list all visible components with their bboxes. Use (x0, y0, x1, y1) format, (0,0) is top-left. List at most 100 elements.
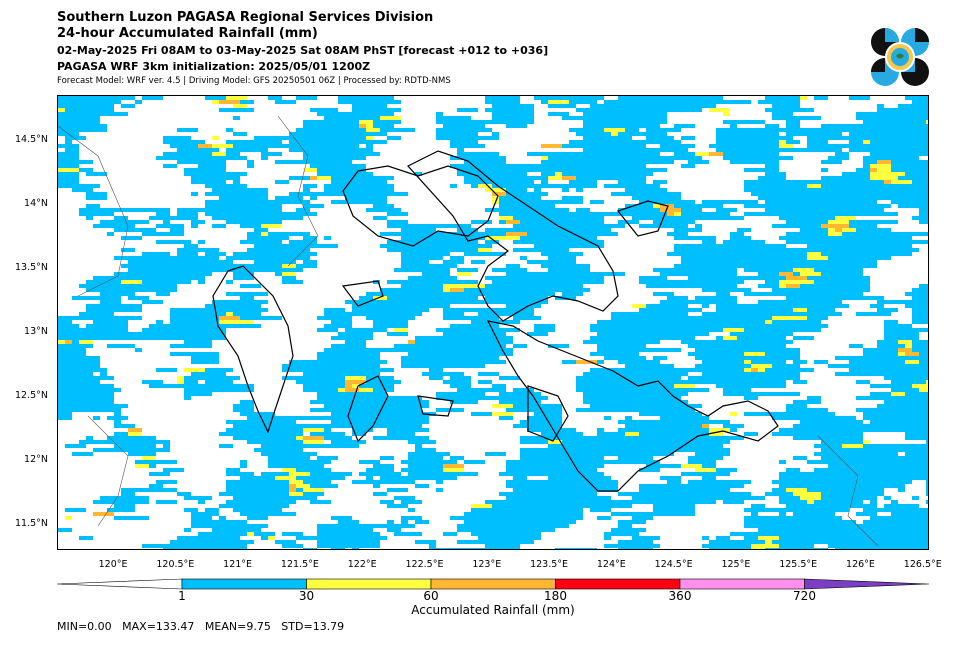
rainfall-cell (359, 112, 373, 116)
rainfall-cell (205, 260, 219, 264)
rainfall-cell (702, 244, 709, 248)
rainfall-cell (114, 316, 121, 320)
rainfall-cell (114, 296, 121, 300)
rainfall-cell (835, 196, 856, 200)
rainfall-cell (310, 432, 324, 436)
rainfall-cell (800, 476, 807, 480)
rainfall-cell (135, 440, 156, 444)
rainfall-cell (877, 424, 884, 428)
rainfall-cell (779, 460, 786, 464)
rainfall-cell (338, 424, 345, 428)
rainfall-cell (849, 256, 870, 260)
rainfall-cell (681, 108, 702, 112)
rainfall-cell (758, 528, 779, 532)
rainfall-cell (534, 488, 541, 492)
rainfall-cell (758, 192, 779, 196)
rainfall-cell (653, 448, 674, 452)
rainfall-cell (702, 456, 723, 460)
rainfall-cell (233, 548, 247, 549)
rainfall-cell (163, 332, 184, 336)
rainfall-cell (744, 536, 758, 540)
rainfall-cell (807, 296, 821, 300)
rainfall-cell (163, 500, 170, 504)
rainfall-cell (86, 192, 107, 196)
rainfall-cell (814, 360, 828, 364)
rainfall-cell (744, 336, 751, 340)
rainfall-cell (737, 340, 758, 344)
rainfall-cell (681, 204, 702, 208)
rainfall-cell (814, 512, 828, 516)
rainfall-cell (597, 384, 618, 388)
rainfall-cell (275, 496, 296, 500)
rainfall-cell (828, 248, 842, 252)
rainfall-cell (142, 336, 156, 340)
rainfall-cell (212, 388, 219, 392)
rainfall-cell (380, 412, 387, 416)
rainfall-cell (401, 316, 415, 320)
rainfall-cell (79, 440, 100, 444)
rainfall-cell (359, 460, 380, 464)
rainfall-cell (562, 232, 583, 236)
rainfall-cell (499, 292, 520, 296)
rainfall-cell (877, 416, 884, 420)
rainfall-cell (303, 496, 317, 500)
rainfall-cell (492, 540, 506, 544)
rainfall-cell (849, 192, 856, 196)
rainfall-cell (198, 268, 212, 272)
rainfall-cell (793, 548, 814, 549)
rainfall-cell (786, 504, 807, 508)
rainfall-cell (898, 204, 912, 208)
rainfall-cell (618, 344, 632, 348)
rainfall-cell (821, 460, 828, 464)
rainfall-cell (814, 136, 835, 140)
rainfall-cell (352, 428, 373, 432)
rainfall-cell (527, 180, 534, 184)
rainfall-cell (268, 216, 282, 220)
rainfall-cell (226, 312, 233, 316)
rainfall-cell (527, 408, 541, 412)
rainfall-cell (198, 328, 212, 332)
rainfall-cell (156, 284, 177, 288)
rainfall-cell (492, 164, 506, 168)
rainfall-cell (93, 208, 107, 212)
rainfall-cell (863, 460, 884, 464)
rainfall-cell (744, 388, 751, 392)
rainfall-cell (163, 136, 177, 140)
rainfall-cell (233, 196, 254, 200)
rainfall-cell (912, 288, 928, 292)
rainfall-cell (709, 420, 730, 424)
rainfall-cell (79, 372, 93, 376)
rainfall-cell (226, 428, 233, 432)
rainfall-cell (681, 332, 688, 336)
rainfall-cell (604, 112, 611, 116)
rainfall-cell (905, 108, 912, 112)
rainfall-cell (877, 544, 884, 548)
rainfall-cell (737, 336, 744, 340)
rainfall-cell (807, 236, 828, 240)
rainfall-cell (415, 408, 422, 412)
rainfall-cell (191, 316, 198, 320)
rainfall-cell (373, 468, 380, 472)
rainfall-cell (898, 412, 912, 416)
rainfall-cell (436, 120, 457, 124)
rainfall-cell (758, 168, 779, 172)
rainfall-cell (569, 100, 576, 104)
rainfall-cell (660, 392, 667, 396)
rainfall-cell (800, 480, 807, 484)
rainfall-cell (849, 148, 870, 152)
rainfall-cell (786, 392, 800, 396)
rainfall-cell (765, 256, 786, 260)
rainfall-cell (870, 448, 891, 452)
rainfall-cell (324, 312, 345, 316)
rainfall-cell (884, 540, 898, 544)
rainfall-cell (58, 172, 79, 176)
rainfall-cell (429, 352, 450, 356)
rainfall-cell (653, 100, 667, 104)
rainfall-cell (114, 220, 128, 224)
rainfall-cell (723, 340, 737, 344)
rainfall-cell (373, 200, 387, 204)
rainfall-cell (807, 144, 828, 148)
rainfall-cell (877, 252, 884, 256)
rainfall-cell (569, 256, 576, 260)
rainfall-cell (842, 428, 863, 432)
